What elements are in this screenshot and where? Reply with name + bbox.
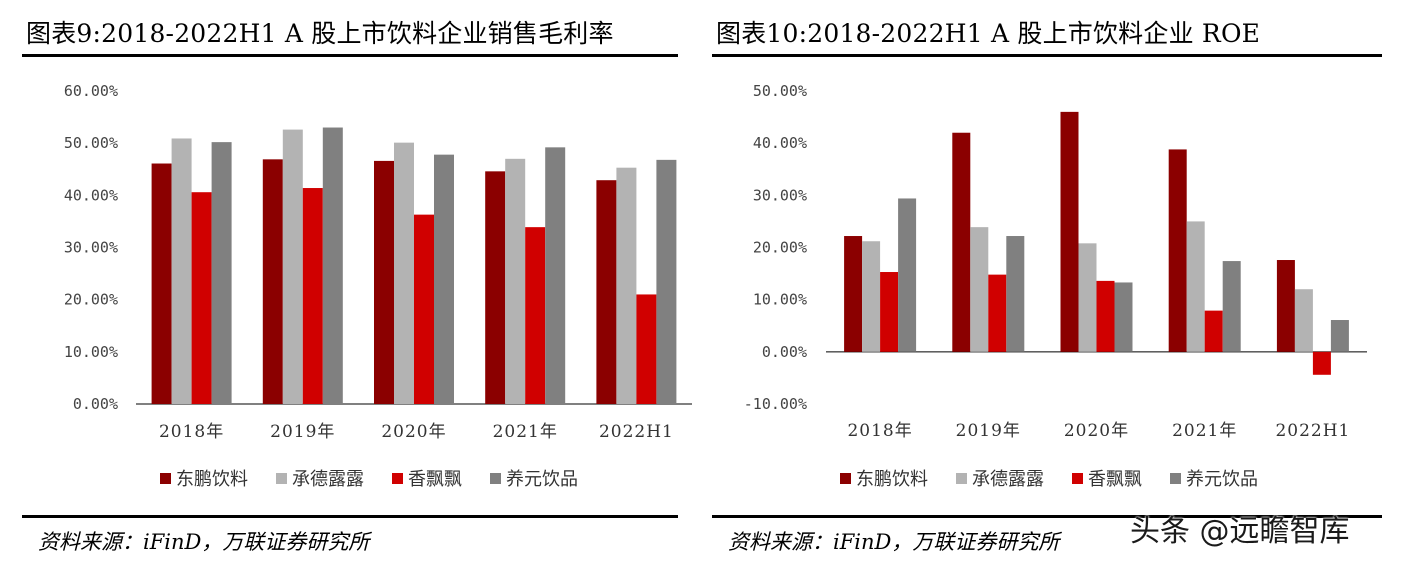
bar-chengde-2	[394, 142, 414, 404]
legend-swatch-chengde	[276, 473, 287, 484]
chart-panel-gross-margin: 图表9:2018-2022H1 A 股上市饮料企业销售毛利率 0.00% 10.0…	[22, 0, 692, 562]
bar-chengde-1	[282, 129, 303, 404]
bar-xiangpiaopiao-0	[191, 192, 212, 404]
bar-yangyuan-2	[1114, 282, 1133, 352]
y-tick-label: 30.00%	[753, 186, 807, 204]
bar-dongpeng-2	[374, 160, 394, 404]
legend-label-dongpeng: 东鹏饮料	[176, 469, 248, 490]
roe-bar-chart: -10.00% 0.00% 10.00% 20.00% 30.00% 40.00% 50.0…	[744, 82, 1367, 490]
y-tick-label: 50.00%	[64, 134, 118, 152]
source-divider	[22, 515, 678, 518]
bar-chengde-1	[970, 227, 989, 352]
gross-margin-bar-chart: 0.00% 10.00% 20.00% 30.00% 40.00% 50.00% 60.00…	[64, 82, 692, 490]
legend-swatch-chengde	[956, 473, 967, 484]
y-tick-label: 50.00%	[753, 82, 807, 100]
legend-label-xiangpiaopiao: 香飘飘	[408, 469, 462, 490]
bar-chengde-0	[171, 138, 192, 404]
legend-swatch-yangyuan	[1170, 473, 1181, 484]
bar-xiangpiaopiao-3	[525, 227, 546, 404]
x-category-label: 2020年	[1064, 421, 1129, 441]
source-divider	[712, 515, 1382, 518]
bar-yangyuan-0	[211, 142, 232, 404]
bar-chengde-4	[1294, 289, 1313, 352]
chart-title: 图表10:2018-2022H1 A 股上市饮料企业 ROE	[716, 19, 1261, 48]
chart-title: 图表9:2018-2022H1 A 股上市饮料企业销售毛利率	[26, 19, 614, 48]
bar-dongpeng-4	[596, 180, 617, 404]
legend-label-xiangpiaopiao: 香飘飘	[1088, 469, 1142, 490]
x-category-label: 2021年	[493, 422, 558, 442]
legend-label-yangyuan: 养元饮品	[1186, 469, 1258, 490]
title-divider	[712, 54, 1382, 57]
legend-label-chengde: 承德露露	[292, 469, 364, 490]
bar-yangyuan-1	[322, 127, 343, 405]
y-tick-label: 40.00%	[64, 186, 118, 204]
bar-yangyuan-1	[1006, 236, 1025, 352]
x-category-label: 2019年	[956, 421, 1021, 441]
x-category-label: 2018年	[847, 421, 912, 441]
bar-xiangpiaopiao-2	[414, 214, 434, 404]
bar-xiangpiaopiao-0	[880, 272, 899, 352]
x-category-label: 2022H1	[1275, 421, 1350, 441]
y-tick-label: 0.00%	[762, 343, 807, 361]
legend-swatch-xiangpiaopiao	[1072, 473, 1083, 484]
y-tick-label: 10.00%	[753, 291, 807, 309]
watermark: 头条 @远瞻智库	[1130, 514, 1350, 549]
bar-chengde-3	[505, 158, 526, 404]
bar-dongpeng-3	[485, 171, 506, 404]
y-tick-label: -10.00%	[744, 395, 807, 413]
y-tick-label: 10.00%	[64, 343, 118, 361]
bar-chengde-4	[616, 167, 637, 404]
bar-xiangpiaopiao-4	[636, 294, 657, 404]
x-category-label: 2021年	[1172, 421, 1237, 441]
y-tick-label: 60.00%	[64, 82, 118, 100]
legend-label-yangyuan: 养元饮品	[506, 469, 578, 490]
x-category-label: 2022H1	[599, 422, 674, 442]
source-note: 资料来源：iFinD，万联证券研究所	[38, 530, 370, 554]
bar-dongpeng-4	[1276, 260, 1295, 352]
x-category-label: 2020年	[381, 422, 446, 442]
bar-yangyuan-0	[898, 198, 917, 352]
y-tick-label: 0.00%	[73, 395, 118, 413]
legend-label-chengde: 承德露露	[972, 469, 1044, 490]
bar-xiangpiaopiao-1	[302, 188, 323, 404]
x-category-label: 2019年	[270, 422, 335, 442]
legend-label-dongpeng: 东鹏饮料	[856, 469, 928, 490]
legend-swatch-dongpeng	[840, 473, 851, 484]
bar-dongpeng-1	[952, 132, 971, 352]
source-note: 资料来源：iFinD，万联证券研究所	[728, 530, 1060, 554]
bar-xiangpiaopiao-4	[1312, 351, 1331, 375]
bar-chengde-2	[1078, 243, 1097, 352]
y-tick-label: 20.00%	[64, 291, 118, 309]
bar-yangyuan-3	[545, 147, 566, 404]
legend-swatch-xiangpiaopiao	[392, 473, 403, 484]
legend-swatch-dongpeng	[160, 473, 171, 484]
bar-yangyuan-3	[1222, 261, 1241, 352]
chart-panel-roe: 图表10:2018-2022H1 A 股上市饮料企业 ROE -10.00% 0.…	[712, 0, 1382, 562]
bar-chengde-3	[1186, 221, 1205, 352]
bar-dongpeng-1	[262, 159, 283, 404]
bar-dongpeng-0	[844, 236, 863, 352]
bar-yangyuan-4	[656, 159, 677, 404]
bar-dongpeng-3	[1168, 149, 1187, 352]
bar-chengde-0	[862, 241, 881, 352]
bar-yangyuan-4	[1330, 320, 1349, 352]
bar-dongpeng-0	[151, 163, 172, 404]
y-tick-label: 30.00%	[64, 239, 118, 257]
y-tick-label: 20.00%	[753, 239, 807, 257]
legend-swatch-yangyuan	[490, 473, 501, 484]
bar-dongpeng-2	[1060, 111, 1079, 352]
y-tick-label: 40.00%	[753, 134, 807, 152]
bar-xiangpiaopiao-2	[1096, 280, 1115, 352]
bar-xiangpiaopiao-1	[988, 274, 1007, 352]
bar-yangyuan-2	[434, 154, 454, 404]
bar-xiangpiaopiao-3	[1204, 310, 1223, 352]
title-divider	[22, 54, 678, 57]
x-category-label: 2018年	[159, 422, 224, 442]
